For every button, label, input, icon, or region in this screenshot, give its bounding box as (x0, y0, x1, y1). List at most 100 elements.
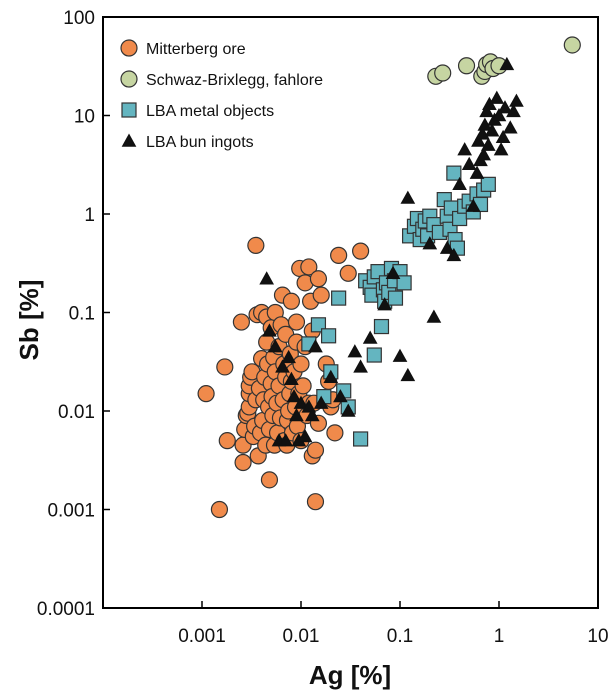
data-point (306, 493, 325, 511)
data-point (493, 142, 509, 156)
data-point (267, 339, 283, 353)
data-point (216, 358, 234, 376)
data-point (339, 264, 357, 282)
data-point (446, 247, 462, 262)
data-point (373, 318, 390, 335)
x-tick-label: 0.001 (178, 626, 226, 647)
legend-item: LBA metal objects (121, 102, 274, 120)
data-point (210, 500, 229, 519)
data-point (304, 407, 320, 422)
data-point (400, 367, 416, 382)
data-points (197, 36, 581, 519)
data-point (262, 323, 277, 337)
legend-label: LBA bun ingots (146, 134, 254, 151)
x-tick-label: 0.01 (283, 626, 320, 647)
data-point (300, 258, 318, 276)
series-schwaz-brixlegg-fahlore (427, 36, 581, 85)
legend-swatch (121, 102, 137, 118)
data-point (509, 93, 524, 107)
data-point (260, 471, 279, 489)
x-tick-label: 1 (494, 626, 505, 647)
series-lba-bun-ingots (259, 56, 524, 447)
data-point (292, 355, 310, 373)
data-point (452, 176, 467, 191)
y-axis-ticks: 0.0001 0.001 0.01 0.1 1 10 100 (37, 8, 110, 620)
data-point (286, 389, 302, 403)
data-point (377, 297, 393, 311)
legend-label: Schwaz-Brixlegg, fahlore (146, 72, 323, 89)
x-axis-ticks: 0.001 0.01 0.1 1 10 (178, 601, 609, 647)
data-point (499, 56, 515, 71)
data-point (247, 236, 265, 254)
series-mitterberg-ore (197, 236, 370, 519)
data-point (385, 265, 401, 280)
data-point (387, 290, 404, 306)
data-point (491, 107, 507, 122)
data-point (297, 429, 313, 443)
x-tick-label: 0.1 (387, 626, 413, 647)
legend-label: LBA metal objects (146, 103, 274, 120)
data-point (232, 313, 250, 331)
data-point (326, 424, 344, 442)
data-point (480, 176, 496, 192)
data-point (352, 242, 370, 260)
y-tick-label: 10 (74, 107, 95, 128)
data-point (457, 142, 473, 156)
data-point (275, 359, 290, 373)
data-point (471, 133, 486, 147)
y-tick-label: 0.1 (69, 304, 95, 325)
data-point (506, 103, 521, 118)
data-point (400, 190, 416, 204)
data-point (457, 57, 476, 75)
y-tick-label: 0.01 (58, 402, 95, 423)
data-point (218, 432, 236, 450)
legend-swatch (120, 39, 138, 57)
data-point (461, 156, 477, 170)
data-point (330, 246, 348, 264)
legend-item: Schwaz-Brixlegg, fahlore (120, 70, 323, 89)
data-point (484, 123, 500, 137)
y-tick-label: 100 (63, 8, 95, 29)
x-axis-title: Ag [%] (309, 660, 391, 690)
data-point (259, 271, 275, 285)
data-point (495, 129, 511, 144)
data-point (489, 90, 505, 104)
data-point (366, 347, 382, 363)
data-point (331, 290, 347, 306)
data-point (323, 369, 339, 383)
data-point (502, 120, 518, 134)
data-point (312, 286, 330, 304)
y-tick-label: 0.001 (47, 501, 95, 522)
x-tick-label: 10 (587, 626, 608, 647)
data-point (281, 349, 296, 364)
data-point (278, 433, 294, 447)
data-point (392, 348, 408, 362)
data-point (396, 275, 412, 291)
data-point (479, 103, 494, 118)
data-point (439, 240, 455, 254)
legend-label: Mitterberg ore (146, 41, 246, 58)
data-point (353, 359, 368, 373)
data-point (446, 165, 462, 181)
data-point (465, 198, 481, 212)
y-tick-label: 1 (84, 205, 95, 226)
data-point (293, 395, 309, 409)
data-point (480, 137, 496, 151)
data-point (340, 403, 356, 417)
data-point (426, 309, 442, 323)
data-point (294, 377, 312, 395)
data-point (469, 165, 485, 179)
y-axis-title: Sb [%] (14, 280, 44, 361)
series-lba-metal-objects (301, 165, 496, 447)
data-point (497, 100, 513, 114)
data-point (347, 344, 363, 358)
data-point (282, 292, 301, 310)
legend: Mitterberg ore Schwaz-Brixlegg, fahlore LB… (120, 39, 323, 151)
data-point (476, 147, 492, 161)
legend-item: LBA bun ingots (121, 133, 254, 151)
data-point (306, 441, 325, 459)
legend-swatch (121, 133, 137, 147)
legend-item: Mitterberg ore (120, 39, 246, 58)
data-point (309, 270, 328, 288)
